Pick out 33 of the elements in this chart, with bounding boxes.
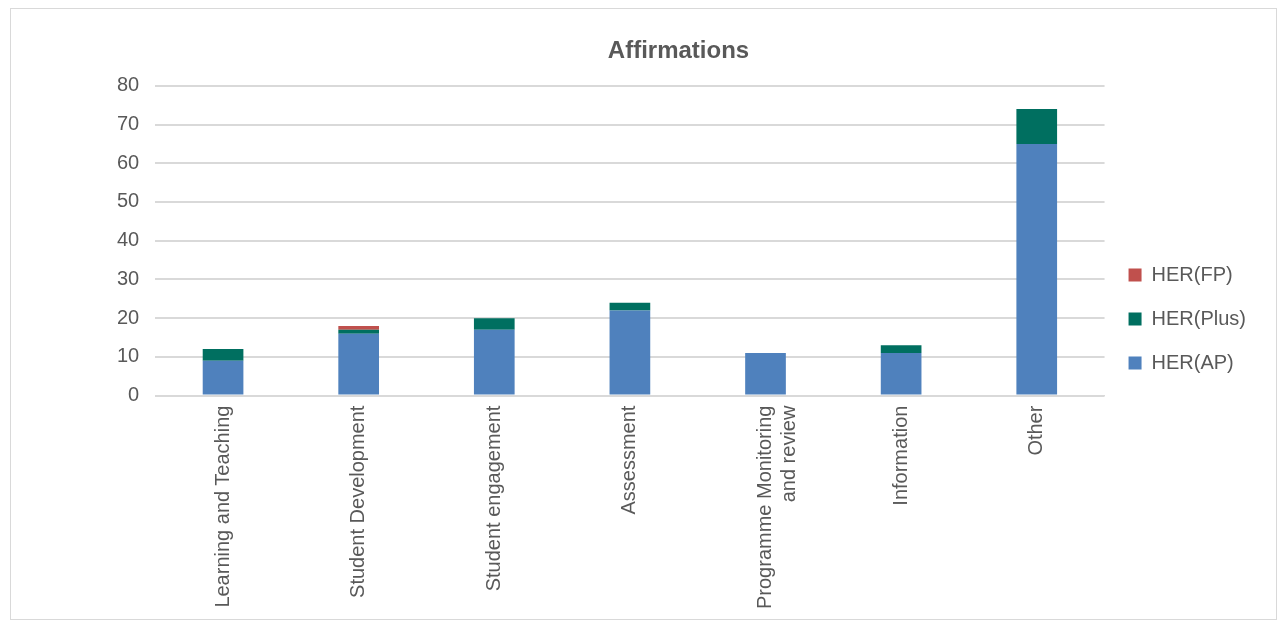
- bar: [880, 353, 922, 395]
- y-tick-label: 20: [117, 305, 140, 328]
- y-tick-label: 30: [117, 266, 140, 289]
- bar: [338, 325, 380, 330]
- y-tick-label: 40: [117, 228, 140, 251]
- legend-label: HER(FP): [1151, 262, 1233, 285]
- bar: [609, 310, 651, 395]
- x-tick-label: Information: [888, 405, 911, 506]
- y-tick-label: 70: [117, 112, 140, 135]
- y-tick-label: 80: [117, 73, 140, 96]
- bar: [202, 360, 244, 395]
- bar: [1016, 109, 1058, 144]
- legend-label: HER(Plus): [1151, 306, 1246, 329]
- x-tick-label: Student Development: [346, 405, 369, 598]
- bar: [202, 349, 244, 361]
- y-tick-label: 10: [117, 344, 140, 367]
- bar: [338, 329, 380, 334]
- x-tick-label: Learning and Teaching: [210, 405, 233, 608]
- bar: [745, 353, 786, 395]
- y-tick-label: 60: [117, 150, 140, 173]
- bar: [880, 345, 922, 353]
- bar: [473, 329, 515, 395]
- legend-label: HER(AP): [1151, 350, 1234, 373]
- x-tick-label: Other: [1024, 405, 1047, 456]
- x-tick-label: Assessment: [617, 405, 640, 515]
- y-tick-label: 50: [117, 189, 140, 212]
- bar: [1016, 143, 1058, 395]
- chart-title: Affirmations: [607, 36, 750, 64]
- bar: [473, 318, 515, 330]
- x-tick-label: Student engagement: [481, 405, 504, 592]
- x-tick-label: Programme Monitoring and review: [753, 405, 800, 610]
- y-tick-label: 0: [128, 383, 140, 406]
- bar: [338, 333, 380, 395]
